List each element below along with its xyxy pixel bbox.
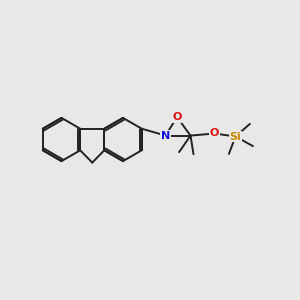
Text: O: O [172, 112, 182, 122]
Text: O: O [210, 128, 219, 139]
Text: Si: Si [230, 131, 242, 142]
Text: N: N [161, 130, 170, 141]
